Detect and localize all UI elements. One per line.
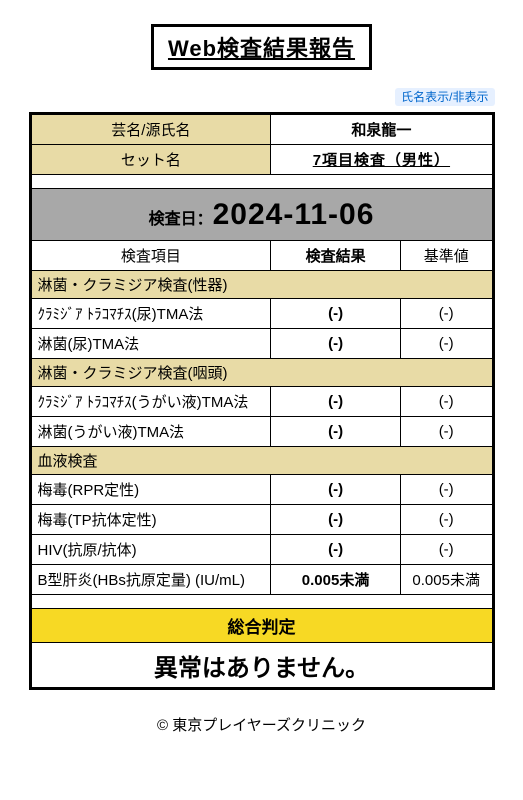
test-reference: (-)	[400, 475, 493, 505]
test-reference: (-)	[400, 535, 493, 565]
test-reference: (-)	[400, 329, 493, 359]
test-item-name: 淋菌(うがい液)TMA法	[30, 417, 271, 447]
toggle-container: 氏名表示/非表示	[29, 88, 495, 106]
name-value: 和泉龍一	[271, 114, 493, 145]
test-reference: (-)	[400, 505, 493, 535]
test-result: (-)	[271, 535, 401, 565]
col-item-header: 検査項目	[30, 241, 271, 271]
report-table: 芸名/源氏名和泉龍一セット名7項目検査（男性）検査日：2024-11-06検査項…	[29, 112, 495, 690]
col-result-header: 検査結果	[271, 241, 401, 271]
set-value: 7項目検査（男性）	[271, 145, 493, 175]
test-item-name: ｸﾗﾐｼﾞｱ ﾄﾗｺﾏﾁｽ(うがい液)TMA法	[30, 387, 271, 417]
test-result: (-)	[271, 299, 401, 329]
section-header: 淋菌・クラミジア検査(性器)	[30, 271, 493, 299]
test-reference: (-)	[400, 387, 493, 417]
date-value: 2024-11-06	[213, 198, 375, 231]
test-result: (-)	[271, 475, 401, 505]
date-label: 検査日：	[149, 211, 213, 228]
test-item-name: 梅毒(TP抗体定性)	[30, 505, 271, 535]
report-title-box: Web検査結果報告	[151, 24, 372, 70]
verdict-header: 総合判定	[30, 609, 493, 643]
test-result: 0.005未満	[271, 565, 401, 595]
test-reference: (-)	[400, 417, 493, 447]
test-result: (-)	[271, 387, 401, 417]
col-ref-header: 基準値	[400, 241, 493, 271]
set-label: セット名	[30, 145, 271, 175]
test-item-name: B型肝炎(HBs抗原定量) (IU/mL)	[30, 565, 271, 595]
section-header: 血液検査	[30, 447, 493, 475]
test-item-name: 梅毒(RPR定性)	[30, 475, 271, 505]
test-reference: (-)	[400, 299, 493, 329]
spacer	[30, 175, 493, 189]
test-result: (-)	[271, 505, 401, 535]
footer-copyright: © 東京プレイヤーズクリニック	[157, 714, 366, 735]
test-item-name: 淋菌(尿)TMA法	[30, 329, 271, 359]
test-item-name: ｸﾗﾐｼﾞｱ ﾄﾗｺﾏﾁｽ(尿)TMA法	[30, 299, 271, 329]
spacer	[30, 595, 493, 609]
test-result: (-)	[271, 417, 401, 447]
test-result: (-)	[271, 329, 401, 359]
name-toggle-link[interactable]: 氏名表示/非表示	[395, 88, 494, 106]
section-header: 淋菌・クラミジア検査(咽頭)	[30, 359, 493, 387]
report-title: Web検査結果報告	[168, 31, 355, 63]
exam-date-row: 検査日：2024-11-06	[30, 189, 493, 241]
name-label: 芸名/源氏名	[30, 114, 271, 145]
test-item-name: HIV(抗原/抗体)	[30, 535, 271, 565]
test-reference: 0.005未満	[400, 565, 493, 595]
verdict-value: 異常はありません。	[30, 643, 493, 689]
